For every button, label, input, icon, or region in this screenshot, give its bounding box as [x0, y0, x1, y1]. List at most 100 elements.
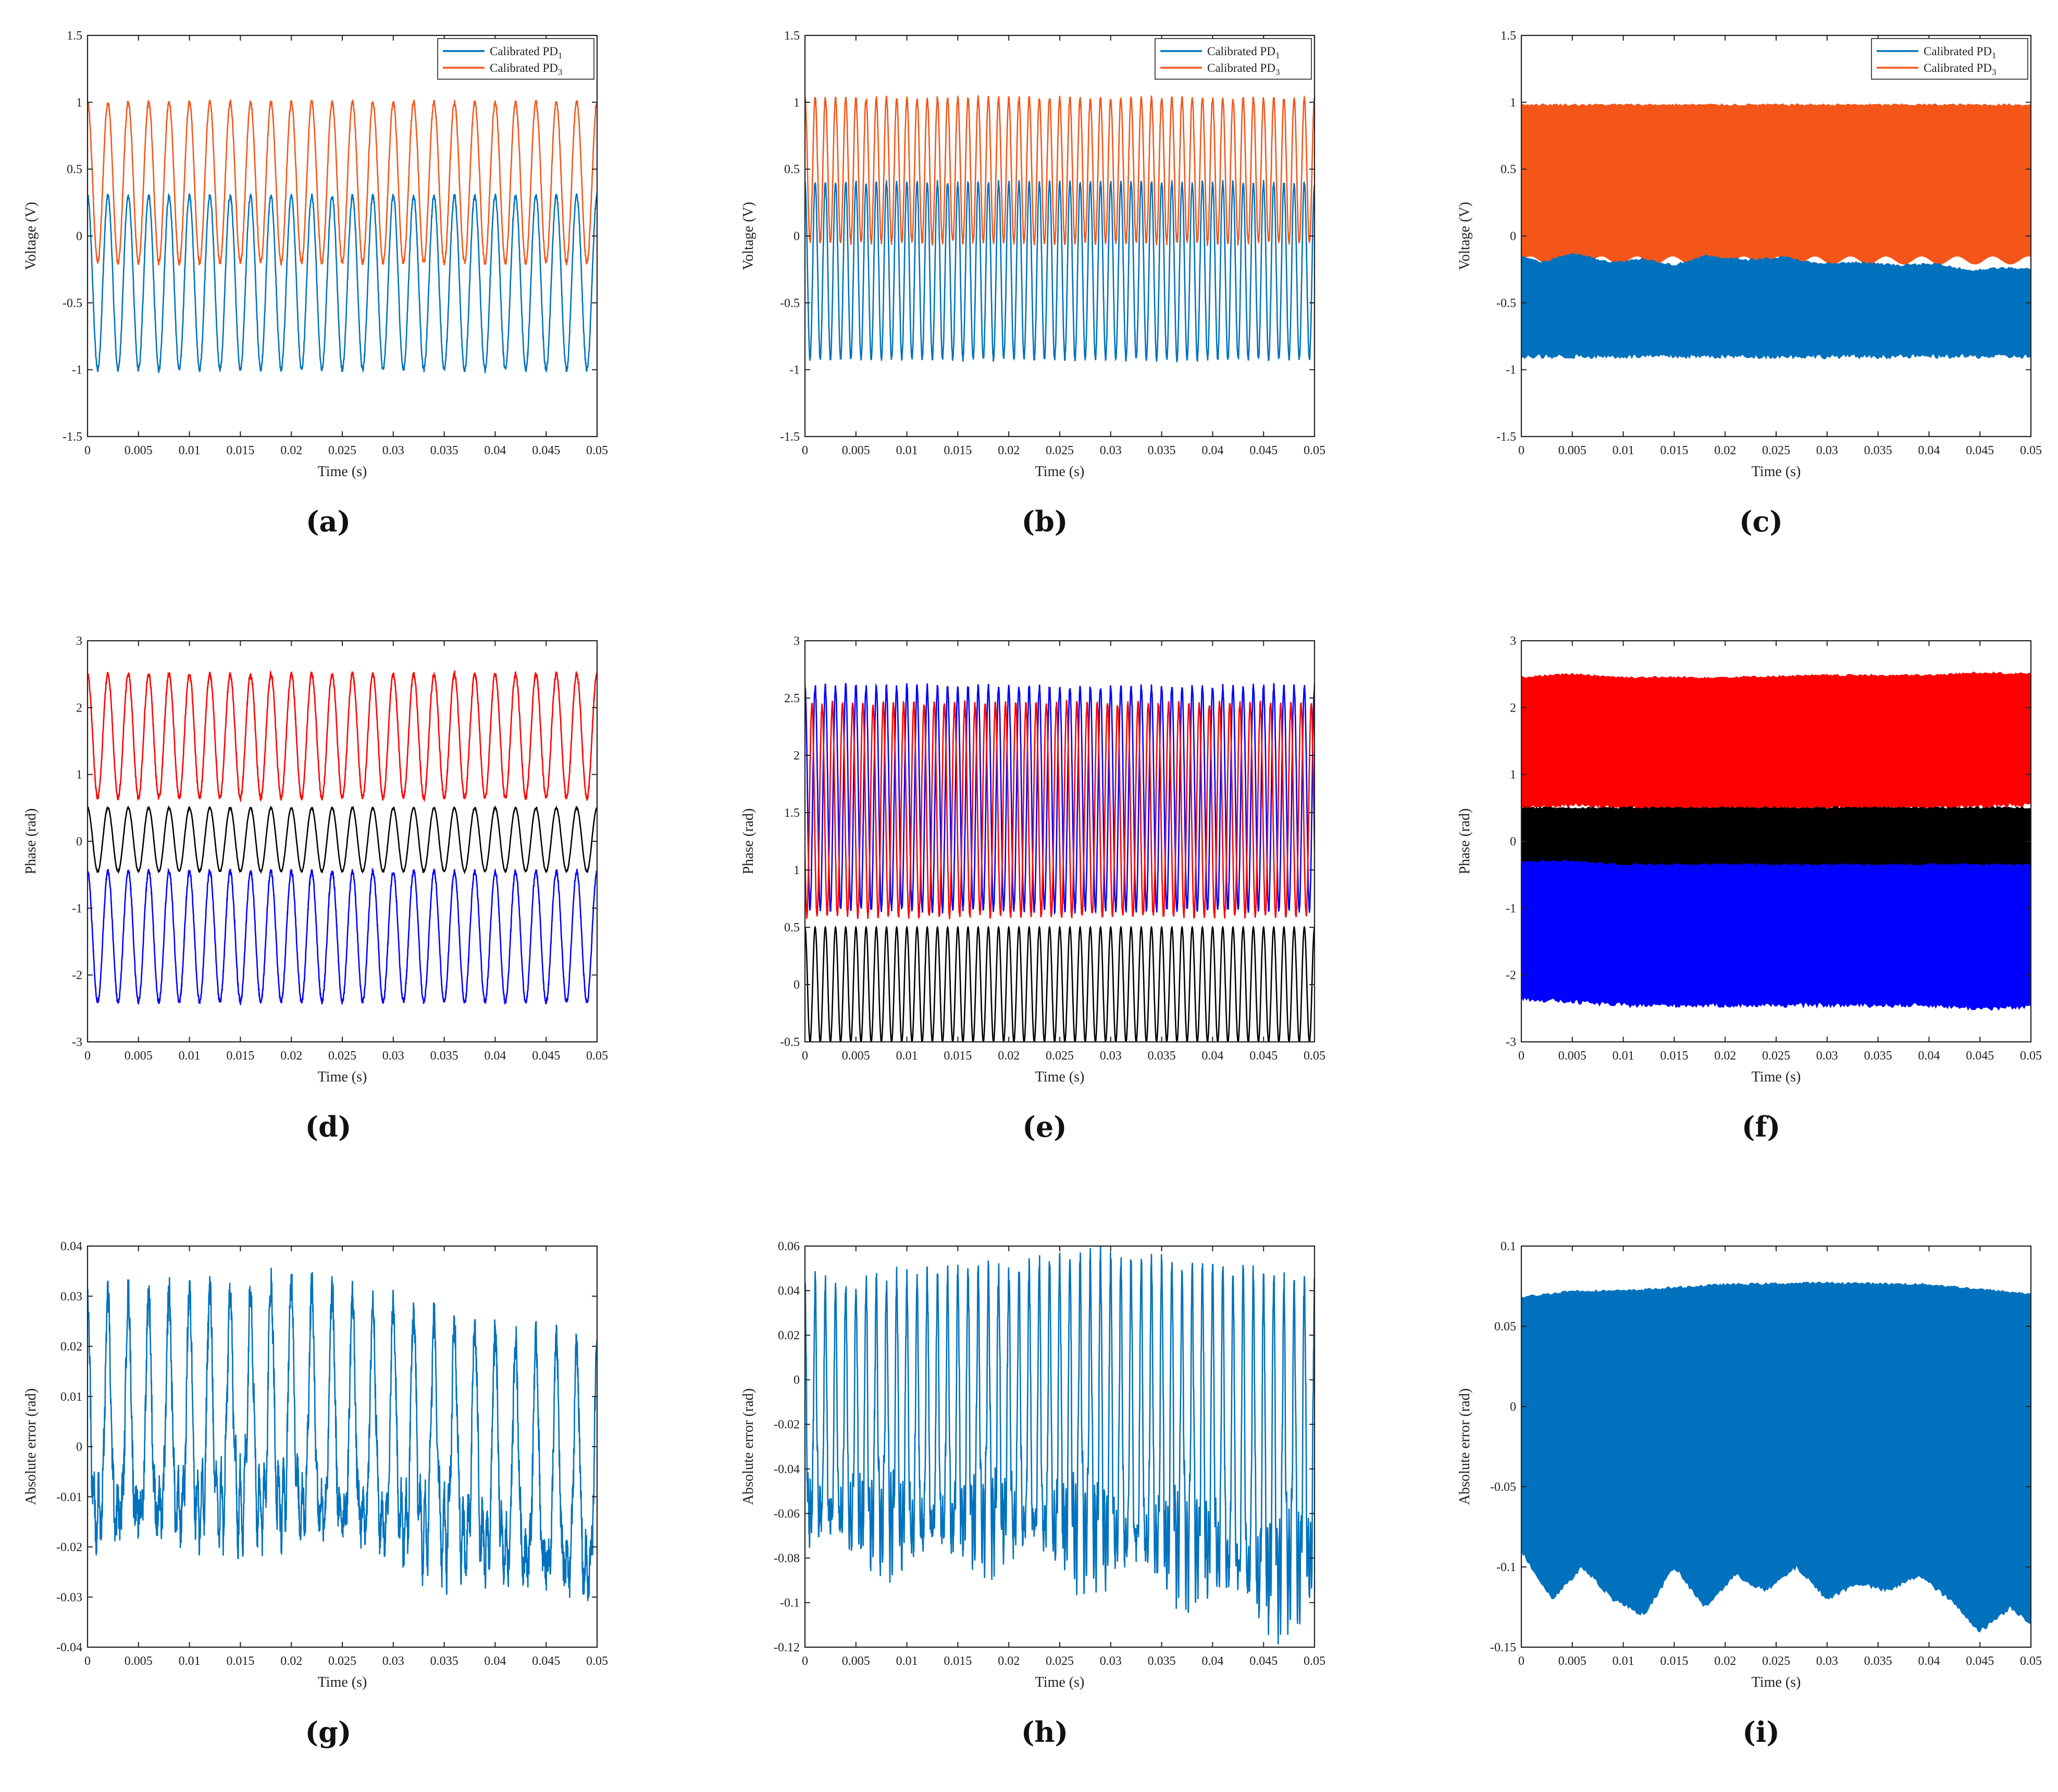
x-tick-label: 0.045	[532, 1654, 560, 1668]
y-tick-label: 1.5	[784, 806, 800, 820]
x-tick-label: 0.035	[1864, 1654, 1892, 1668]
y-tick-label: 1.5	[784, 29, 800, 43]
y-tick-label: 1.5	[67, 29, 82, 43]
plot-area-i	[1521, 1281, 2031, 1633]
y-tick-label: -0.5	[1496, 296, 1516, 310]
x-tick-label: 0.04	[484, 1654, 506, 1668]
x-tick-label: 0.02	[280, 444, 302, 457]
chart-panel-i: 0 0.005 0.01 0.015 0.02 0.025 0.03 0.035 0.04 0.0…	[1457, 1240, 2042, 1749]
x-tick-label: 0.05	[586, 444, 608, 457]
y-tick-label: -0.12	[774, 1641, 800, 1654]
x-tick-label: 0	[1518, 444, 1524, 457]
x-tick-label: 0.01	[179, 1049, 201, 1063]
x-tick-label: 0.005	[1558, 1049, 1586, 1063]
y-axis-label: Absolute error (rad)	[1457, 1388, 1473, 1505]
x-tick-label: 0.035	[1148, 444, 1176, 457]
y-tick-label: 0.03	[60, 1290, 82, 1303]
y-tick-label: -0.5	[63, 296, 82, 310]
y-tick-label: -2	[1506, 969, 1516, 982]
x-tick-label: 0.02	[1714, 444, 1736, 457]
x-tick-label: 0.05	[2020, 1049, 2042, 1063]
y-tick-label: 0.06	[778, 1240, 800, 1253]
series-line-error	[805, 1246, 1315, 1645]
x-tick-label: 0.02	[998, 1049, 1020, 1063]
x-tick-label: 0.03	[1100, 444, 1122, 457]
plot-area-e	[805, 683, 1315, 1042]
series-line-calibrated-pd3	[805, 94, 1315, 247]
y-tick-label: -0.1	[1496, 1561, 1516, 1574]
x-tick-label: 0.045	[532, 1049, 560, 1063]
chart-panel-g: 0 0.005 0.01 0.015 0.02 0.025 0.03 0.035 0.04 0.0…	[23, 1240, 608, 1749]
x-tick-label: 0.025	[328, 1049, 356, 1063]
y-tick-label: -1	[789, 364, 800, 377]
y-tick-label: 2	[76, 701, 82, 715]
x-tick-label: 0.025	[328, 1654, 356, 1668]
series-band-red	[1521, 671, 2031, 814]
x-tick-label: 0.005	[1558, 444, 1586, 457]
y-tick-label: 0.05	[1494, 1320, 1516, 1334]
x-tick-label: 0.02	[1714, 1654, 1736, 1668]
y-tick-label: 0	[1510, 230, 1516, 243]
y-tick-label: -0.08	[774, 1552, 800, 1565]
x-tick-label: 0.03	[382, 444, 404, 457]
y-tick-label: 0.1	[1501, 1240, 1516, 1253]
y-tick-label: 0.01	[60, 1390, 82, 1404]
y-tick-label: 1	[794, 96, 800, 109]
x-tick-label: 0.04	[1201, 1049, 1223, 1063]
x-tick-label: 0.02	[998, 1654, 1020, 1668]
y-tick-label: 0.02	[60, 1340, 82, 1354]
x-tick-label: 0.02	[280, 1049, 302, 1063]
x-axis-label: Time (s)	[1752, 1674, 1801, 1690]
y-tick-label: -0.01	[56, 1490, 82, 1504]
y-tick-label: 3	[76, 634, 82, 648]
y-tick-label: 1	[76, 96, 82, 109]
x-tick-label: 0.025	[1046, 444, 1074, 457]
x-tick-label: 0.01	[896, 1654, 918, 1668]
y-axis-label: Phase (rad)	[740, 808, 757, 875]
y-tick-label: 0	[794, 1374, 800, 1387]
series-band-calibrated-pd3	[1521, 103, 2031, 265]
x-tick-label: 0.045	[1966, 1654, 1994, 1668]
y-axis-label: Voltage (V)	[1457, 202, 1473, 270]
series-band-blue	[1521, 860, 2031, 1011]
y-tick-label: 0	[794, 230, 800, 243]
x-tick-label: 0.005	[842, 1049, 870, 1063]
y-tick-label: -0.03	[56, 1591, 82, 1604]
y-tick-label: 1.5	[1501, 29, 1516, 43]
plot-area-c	[1521, 103, 2031, 360]
x-tick-label: 0.025	[328, 444, 356, 457]
x-tick-label: 0.03	[1816, 444, 1838, 457]
panel-caption-i: (i)	[1742, 1715, 1780, 1749]
y-tick-label: 0	[1510, 835, 1516, 849]
y-tick-label: 1	[794, 864, 800, 877]
chart-panel-a: 0 0.005 0.01 0.015 0.02 0.025 0.03 0.035 0.04 0.0…	[23, 29, 608, 538]
x-tick-label: 0	[84, 1049, 91, 1063]
axes-frame	[86, 34, 598, 438]
chart-panel-c: 0 0.005 0.01 0.015 0.02 0.025 0.03 0.035 0.04 0.0…	[1457, 29, 2042, 538]
x-tick-label: 0.015	[226, 1654, 254, 1668]
y-tick-label: -0.5	[780, 296, 800, 310]
x-tick-label: 0.045	[1966, 1049, 1994, 1063]
y-tick-label: -2	[72, 969, 82, 982]
x-tick-label: 0.015	[226, 1049, 254, 1063]
x-tick-label: 0.01	[896, 444, 918, 457]
y-tick-label: -3	[1506, 1036, 1516, 1049]
x-tick-label: 0.03	[382, 1049, 404, 1063]
y-tick-label: -0.06	[774, 1507, 800, 1521]
series-line-red	[88, 669, 597, 803]
x-tick-label: 0.025	[1046, 1049, 1074, 1063]
x-axis-label: Time (s)	[1035, 464, 1085, 480]
y-tick-label: -0.5	[780, 1036, 800, 1049]
x-tick-label: 0.04	[1918, 444, 1940, 457]
x-tick-label: 0.045	[1249, 444, 1278, 457]
x-tick-label: 0.01	[179, 1654, 201, 1668]
x-tick-label: 0.015	[944, 444, 972, 457]
series-line-black	[88, 805, 597, 875]
y-axis-label: Voltage (V)	[740, 202, 757, 270]
y-tick-label: 0.04	[778, 1285, 800, 1298]
x-tick-label: 0.015	[226, 444, 254, 457]
y-tick-label: -0.1	[780, 1596, 800, 1610]
y-tick-label: -0.05	[1490, 1480, 1516, 1494]
